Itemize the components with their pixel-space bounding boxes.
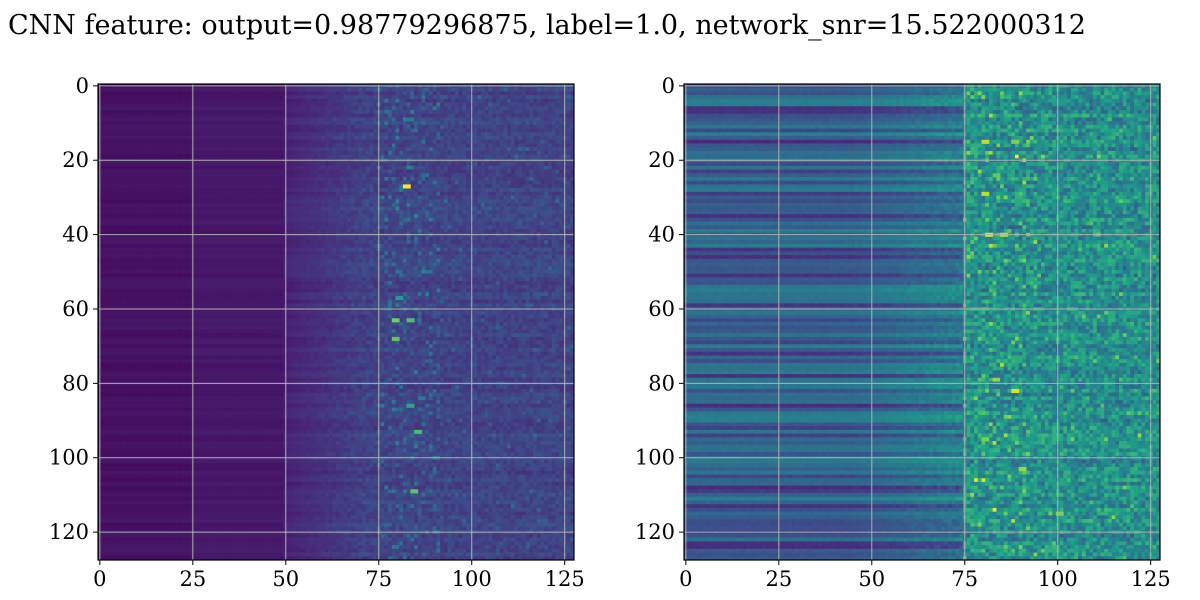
- left-heatmap-panel: 0 25 50 75 100 125 0 20 40 60 80 100 120: [49, 74, 585, 591]
- heatmap-cells: [98, 84, 575, 561]
- hot-spot-cell: [981, 437, 990, 442]
- axes-frame: [97, 83, 575, 561]
- x-tick-label: 25: [179, 567, 206, 591]
- hot-spot-cell: [992, 173, 1001, 178]
- y-tick-label: 0: [662, 74, 675, 98]
- x-tick-label: 75: [365, 567, 392, 591]
- y-tick-label: 60: [648, 297, 675, 321]
- hot-spot-cell: [395, 295, 404, 301]
- figure-title: CNN feature: output=0.98779296875, label…: [8, 10, 1086, 41]
- y-tick-label: 100: [635, 446, 675, 470]
- hot-spot-cell: [1055, 511, 1064, 516]
- y-tick-label: 60: [62, 297, 89, 321]
- x-tick-label: 75: [951, 567, 978, 591]
- y-tick-label: 120: [635, 520, 675, 544]
- y-tick-label: 80: [62, 371, 89, 395]
- x-tick-label: 50: [858, 567, 885, 591]
- x-tick-label: 50: [272, 567, 299, 591]
- hot-spot-cell: [981, 139, 990, 144]
- y-tick-label: 40: [648, 223, 675, 247]
- x-tick-label: 0: [93, 567, 106, 591]
- hot-spot-cell: [406, 318, 415, 323]
- hot-spot-cell: [1011, 139, 1020, 144]
- y-tick-label: 40: [62, 223, 89, 247]
- x-tick-label: 100: [1038, 567, 1078, 591]
- hot-spot-cell: [1011, 388, 1020, 394]
- y-tick-label: 20: [648, 148, 675, 172]
- y-tick-label: 120: [49, 520, 89, 544]
- hot-spot-cell: [410, 489, 419, 494]
- axes-frame: [683, 83, 1161, 561]
- x-tick-label: 125: [1131, 567, 1171, 591]
- hot-spot-cell: [414, 429, 422, 434]
- x-tick-label: 25: [765, 567, 792, 591]
- y-tick-label: 100: [49, 446, 89, 470]
- x-tick-label: 125: [545, 567, 585, 591]
- hot-spot-cell: [391, 336, 400, 341]
- y-tick-label: 20: [62, 148, 89, 172]
- hot-spot-cell: [1018, 467, 1027, 472]
- heatmap-cells: [684, 84, 1161, 561]
- hot-spot-cell: [391, 318, 400, 323]
- x-tick-label: 100: [452, 567, 492, 591]
- right-heatmap-panel: 0 25 50 75 100 125 0 20 40 60 80 100 120: [635, 74, 1171, 591]
- hot-spot-cell: [406, 403, 415, 408]
- hot-spot-cell: [981, 191, 990, 196]
- y-tick-label: 0: [76, 74, 89, 98]
- x-tick-label: 0: [679, 567, 692, 591]
- hot-spot-cell: [402, 184, 411, 189]
- y-tick-label: 80: [648, 371, 675, 395]
